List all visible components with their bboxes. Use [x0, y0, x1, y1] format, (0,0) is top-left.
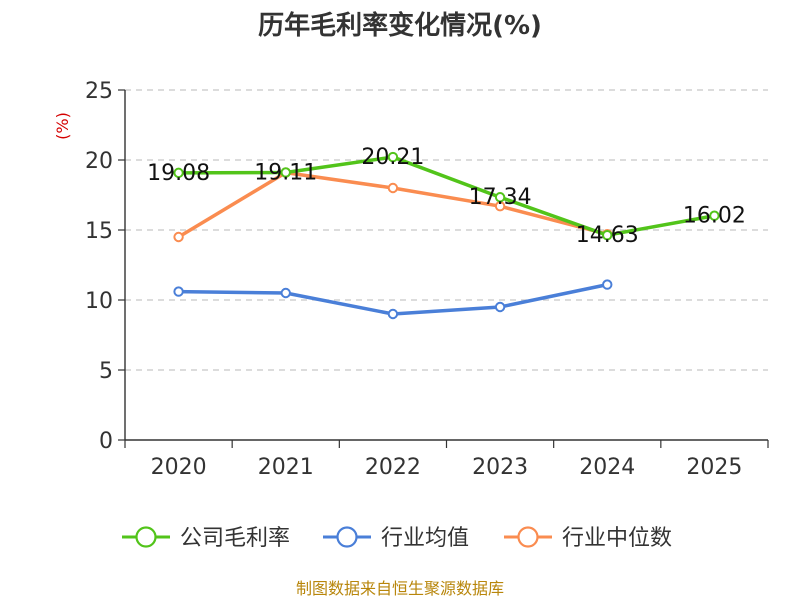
x-tick-label: 2024 — [579, 455, 635, 480]
data-point-1 — [602, 279, 613, 290]
data-label: 16.02 — [683, 204, 746, 229]
data-label: 17.34 — [469, 185, 532, 210]
legend-label: 行业均值 — [381, 526, 469, 551]
legend-label: 公司毛利率 — [180, 526, 290, 551]
y-tick-label: 25 — [85, 79, 113, 104]
legend-item-2: 行业中位数 — [504, 526, 672, 551]
legend: 公司毛利率 行业均值 行业中位数 — [122, 526, 672, 551]
data-point-0 — [602, 229, 613, 241]
x-tick-label: 2025 — [686, 455, 742, 480]
y-tick-label: 15 — [85, 219, 113, 244]
source-note: 制图数据来自恒生聚源数据库 — [296, 579, 504, 598]
legend-item-1: 行业均值 — [323, 526, 469, 551]
data-point-2 — [387, 182, 399, 194]
legend-label: 行业中位数 — [562, 526, 672, 551]
data-label: 19.08 — [147, 161, 210, 186]
x-tick-label: 2020 — [151, 455, 207, 480]
data-label: 20.21 — [361, 145, 424, 170]
y-tick-label: 0 — [99, 429, 113, 454]
data-point-1 — [280, 287, 291, 299]
data-point-0 — [173, 167, 184, 179]
data-label: 14.63 — [576, 223, 639, 248]
legend-marker — [135, 526, 157, 548]
x-tick-label: 2021 — [258, 455, 314, 480]
x-tick-label: 2023 — [472, 455, 528, 480]
data-label: 19.11 — [254, 160, 317, 185]
legend-marker — [517, 526, 539, 548]
data-point-0 — [387, 151, 399, 163]
data-point-1 — [173, 286, 184, 297]
data-point-0 — [494, 192, 506, 203]
legend-item-0: 公司毛利率 — [122, 526, 290, 551]
data-labels: 19.08 19.11 20.21 17.34 14.63 16.02 — [147, 145, 746, 248]
chart-title: 历年毛利率变化情况(%) — [258, 10, 542, 41]
series-line-2 — [177, 170, 608, 239]
data-point-1 — [494, 301, 506, 313]
series-line-0 — [178, 155, 715, 237]
series-layer — [173, 151, 720, 320]
legend-marker — [336, 526, 358, 548]
data-point-1 — [387, 308, 399, 320]
x-tick-label: 2022 — [365, 455, 421, 480]
data-point-2 — [173, 231, 184, 243]
y-tick-label: 5 — [99, 359, 113, 384]
y-tick-label: 10 — [85, 289, 113, 314]
data-point-0 — [709, 210, 720, 221]
y-tick-label: 20 — [85, 149, 113, 174]
grid-lines — [125, 89, 768, 371]
y-axis-unit-label: (%) — [53, 112, 72, 140]
data-point-0 — [280, 167, 291, 178]
